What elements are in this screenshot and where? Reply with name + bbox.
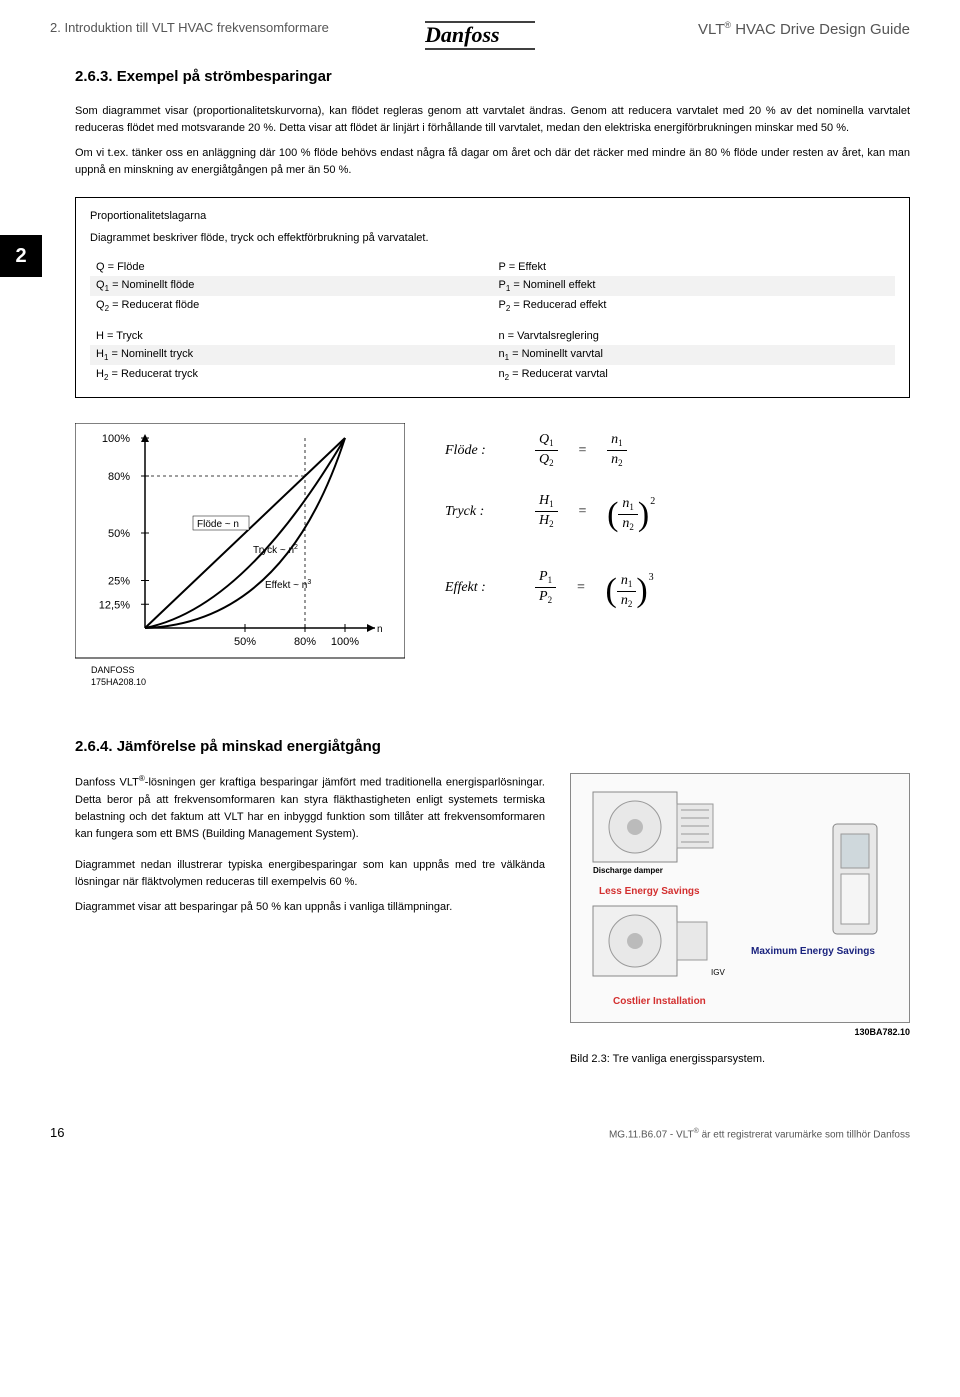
section-264-para2: Diagrammet nedan illustrerar typiska ene… (75, 857, 545, 891)
svg-text:DANFOSS: DANFOSS (91, 665, 135, 675)
label-igv: IGV (711, 968, 725, 977)
svg-text:80%: 80% (108, 471, 130, 483)
section-263-para2: Om vi t.ex. tänker oss en anläggning där… (75, 145, 910, 179)
svg-text:100%: 100% (331, 636, 359, 648)
eq-flode: Flöde : Q1Q2 = n1n2 (445, 431, 655, 470)
def-cell: Q1 = Nominellt flöde (90, 276, 493, 296)
def-cell: n2 = Reducerat varvtal (493, 365, 896, 385)
eq-tryck: Tryck : H1H2 = (n1n2)2 (445, 488, 655, 534)
def-cell: P1 = Nominell effekt (493, 276, 896, 296)
section-263-title: 2.6.3. Exempel på strömbesparingar (75, 68, 910, 85)
page-number: 16 (50, 1125, 64, 1140)
eq-effekt: Effekt : P1P2 = (n1n2)3 (445, 564, 655, 610)
svg-text:50%: 50% (234, 636, 256, 648)
def-cell: H1 = Nominellt tryck (90, 345, 493, 365)
label-max-savings: Maximum Energy Savings (751, 946, 875, 957)
chapter-number-tab: 2 (0, 235, 42, 277)
def-cell: H2 = Reducerat tryck (90, 365, 493, 385)
def-cell: Q = Flöde (90, 258, 493, 276)
equations-block: Flöde : Q1Q2 = n1n2 Tryck : H1H2 = (n1n2… (445, 423, 655, 629)
svg-text:Danfoss: Danfoss (425, 22, 500, 47)
section-263-para1: Som diagrammet visar (proportionalitetsk… (75, 103, 910, 137)
svg-text:175HA208.10: 175HA208.10 (91, 677, 146, 687)
def-cell: H = Tryck (90, 327, 493, 345)
def-cell: P2 = Reducerad effekt (493, 296, 896, 316)
header-left-title: 2. Introduktion till VLT HVAC frekvensom… (50, 20, 329, 37)
svg-text:Tryck ~ n2: Tryck ~ n2 (253, 544, 298, 556)
section-264-title: 2.6.4. Jämförelse på minskad energiåtgån… (75, 738, 910, 755)
def-cell: n1 = Nominellt varvtal (493, 345, 896, 365)
danfoss-logo: Danfoss (425, 20, 535, 55)
law-box-desc: Diagrammet beskriver flöde, tryck och ef… (90, 232, 895, 244)
law-box-title: Proportionalitetslagarna (90, 210, 895, 222)
definitions-table: Q = FlödeP = EffektQ1 = Nominellt flödeP… (90, 258, 895, 385)
def-cell: n = Varvtalsreglering (493, 327, 896, 345)
page-footer: 16 MG.11.B6.07 - VLT® är ett registrerat… (50, 1125, 910, 1140)
footer-text: MG.11.B6.07 - VLT® är ett registrerat va… (609, 1128, 910, 1140)
def-cell: Q2 = Reducerat flöde (90, 296, 493, 316)
page-header: 2. Introduktion till VLT HVAC frekvensom… (50, 20, 910, 38)
svg-text:50%: 50% (108, 528, 130, 540)
label-costlier: Costlier Installation (613, 996, 706, 1007)
svg-text:Effekt ~ n3: Effekt ~ n3 (265, 579, 311, 591)
svg-text:80%: 80% (294, 636, 316, 648)
label-discharge: Discharge damper (593, 866, 663, 875)
figure-caption: Bild 2.3: Tre vanliga energissparsystem. (570, 1053, 910, 1065)
energy-savings-illustration: Discharge damper Less Energy Savings Max… (570, 773, 910, 1023)
proportionality-chart: Flöde ~ n Tryck ~ n2 Effekt ~ n3 n 100% 8… (75, 423, 405, 703)
svg-text:Flöde ~ n: Flöde ~ n (197, 519, 239, 530)
svg-text:12,5%: 12,5% (99, 599, 130, 611)
section-264-para1: Danfoss VLT®-lösningen ger kraftiga besp… (75, 773, 545, 843)
section-264-para3: Diagrammet visar att besparingar på 50 %… (75, 899, 545, 916)
def-cell: P = Effekt (493, 258, 896, 276)
svg-text:25%: 25% (108, 575, 130, 587)
header-right-title: VLT® HVAC Drive Design Guide (698, 20, 910, 38)
svg-text:n: n (377, 624, 383, 635)
proportionality-laws-box: Proportionalitetslagarna Diagrammet besk… (75, 197, 910, 398)
label-less-savings: Less Energy Savings (599, 886, 700, 897)
figure-ref-code: 130BA782.10 (570, 1027, 910, 1037)
svg-text:100%: 100% (102, 433, 130, 445)
